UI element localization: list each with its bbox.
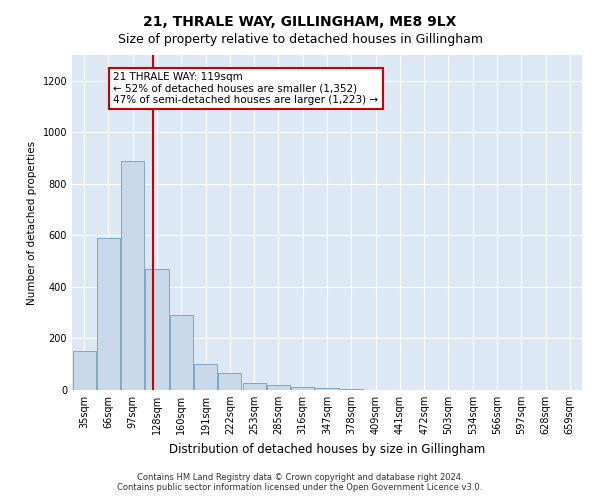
Bar [145,269,169,390]
X-axis label: Distribution of detached houses by size in Gillingham: Distribution of detached houses by size … [169,442,485,456]
Y-axis label: Number of detached properties: Number of detached properties [27,140,37,304]
Text: Size of property relative to detached houses in Gillingham: Size of property relative to detached ho… [118,32,482,46]
Text: 21 THRALE WAY: 119sqm
← 52% of detached houses are smaller (1,352)
47% of semi-d: 21 THRALE WAY: 119sqm ← 52% of detached … [113,72,379,105]
Bar [316,388,338,390]
Bar [121,160,144,390]
Bar [170,316,193,390]
Bar [291,388,314,390]
Bar [73,352,95,390]
Bar [218,373,241,390]
Bar [194,364,217,390]
Text: 21, THRALE WAY, GILLINGHAM, ME8 9LX: 21, THRALE WAY, GILLINGHAM, ME8 9LX [143,15,457,29]
Text: Contains HM Land Registry data © Crown copyright and database right 2024.
Contai: Contains HM Land Registry data © Crown c… [118,473,482,492]
Bar [97,238,120,390]
Bar [267,386,290,390]
Bar [242,383,266,390]
